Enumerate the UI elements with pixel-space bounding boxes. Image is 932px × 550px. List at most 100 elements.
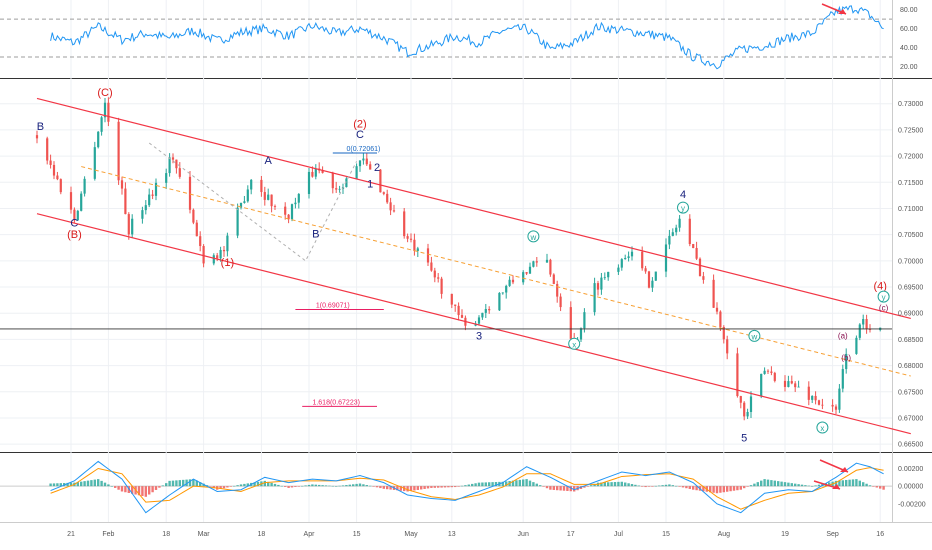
candle-body — [131, 218, 134, 235]
candle-body — [664, 244, 668, 272]
macd-histogram-bar — [460, 485, 464, 487]
macd-histogram-bar — [413, 486, 416, 491]
macd-histogram-bar — [117, 486, 120, 490]
macd-histogram-bar — [875, 486, 878, 488]
candle-body — [120, 180, 124, 189]
candle-body — [76, 210, 79, 221]
macd-histogram-bar — [593, 483, 596, 487]
x-tick-label: 18 — [258, 531, 266, 538]
macd-histogram-bar — [814, 485, 817, 487]
candle-body — [243, 201, 246, 203]
macd-histogram-bar — [375, 486, 379, 488]
price-y-tick-label: 0.69500 — [898, 285, 923, 292]
candle-body — [107, 102, 110, 122]
candle-body — [535, 261, 538, 263]
candle-body — [369, 164, 372, 170]
macd-histogram-bar — [267, 481, 270, 487]
candle-body — [409, 238, 413, 240]
macd-histogram-bar — [783, 482, 787, 487]
candle-body — [596, 283, 600, 290]
macd-histogram-bar — [709, 486, 712, 493]
macd-histogram-bar — [613, 482, 617, 487]
macd-line — [50, 460, 884, 514]
macd-histogram-bar — [69, 482, 73, 487]
candle-body — [311, 171, 314, 177]
macd-histogram-bar — [49, 483, 52, 487]
x-tick-label: Aug — [718, 531, 731, 538]
candle-body — [722, 326, 725, 340]
macd-histogram-bar — [664, 484, 668, 487]
macd-histogram-bar — [440, 486, 443, 488]
candle-body — [783, 380, 787, 387]
macd-histogram-bar — [481, 482, 484, 487]
macd-histogram-bar — [855, 479, 858, 487]
macd-histogram-bar — [760, 480, 763, 487]
macd-histogram-bar — [437, 486, 440, 488]
candle-body — [212, 255, 215, 264]
wave-label: 2 — [374, 162, 380, 174]
macd-histogram-bar — [777, 481, 780, 487]
macd-histogram-bar — [756, 482, 759, 487]
macd-histogram-bar — [304, 485, 307, 487]
macd-histogram-bar — [406, 486, 409, 492]
candle-body — [80, 193, 83, 211]
macd-histogram-bar — [127, 486, 130, 493]
macd-histogram-bar — [324, 485, 328, 487]
candle-body — [175, 159, 178, 169]
macd-histogram-bar — [120, 486, 124, 492]
macd-histogram-bar — [450, 486, 453, 488]
macd-signal-line — [50, 467, 884, 510]
candle-body — [290, 204, 294, 220]
x-tick-label: Jun — [518, 531, 529, 538]
macd-histogram-bar — [236, 485, 239, 487]
candle-body — [250, 179, 253, 190]
candle-body — [52, 164, 56, 176]
wave-label: C — [70, 217, 78, 229]
candle-body — [770, 371, 773, 373]
candle-body — [797, 386, 800, 388]
macd-histogram-bar — [736, 486, 739, 491]
macd-histogram-bar — [732, 486, 736, 491]
macd-histogram-bar — [695, 486, 698, 491]
macd-histogram-bar — [851, 479, 855, 487]
macd-histogram-bar — [794, 483, 797, 487]
macd-histogram-bar — [627, 483, 630, 487]
rsi-y-tick-label: 80.00 — [900, 7, 918, 14]
candle-body — [688, 218, 691, 245]
macd-histogram-bar — [556, 486, 559, 491]
candle-body — [834, 406, 838, 410]
macd-histogram-bar — [474, 483, 477, 487]
price-y-tick-label: 0.72500 — [898, 127, 923, 134]
wave-label: (a) — [838, 331, 848, 340]
macd-histogram-bar — [52, 483, 56, 487]
candle-body — [477, 317, 481, 324]
wave-label: (C) — [97, 87, 112, 99]
candle-body — [794, 383, 797, 388]
macd-histogram-bar — [80, 481, 83, 487]
macd-histogram-bar — [845, 479, 848, 487]
candle-body — [117, 121, 120, 181]
candle-body — [83, 178, 86, 194]
x-tick-label: 15 — [353, 531, 361, 538]
macd-histogram-bar — [838, 480, 841, 487]
macd-histogram-bar — [804, 485, 807, 487]
macd-histogram-bar — [542, 486, 545, 487]
macd-histogram-bar — [511, 480, 515, 487]
x-tick-label: Mar — [198, 531, 211, 538]
candle-body — [260, 179, 263, 193]
candle-body — [627, 256, 630, 258]
macd-histogram-bar — [494, 482, 498, 487]
macd-histogram-bar — [358, 483, 362, 487]
candle-body — [440, 278, 443, 294]
candle-body — [267, 194, 270, 200]
macd-histogram-bar — [151, 486, 154, 493]
macd-histogram-bar — [226, 486, 229, 488]
price-y-tick-label: 0.67000 — [898, 415, 923, 422]
macd-histogram-bar — [630, 484, 634, 487]
candle-body — [437, 277, 440, 279]
candle-body — [195, 222, 198, 237]
candle-body — [294, 202, 297, 205]
rsi-arrow-head-icon — [838, 9, 846, 14]
macd-histogram-bar — [284, 486, 287, 487]
